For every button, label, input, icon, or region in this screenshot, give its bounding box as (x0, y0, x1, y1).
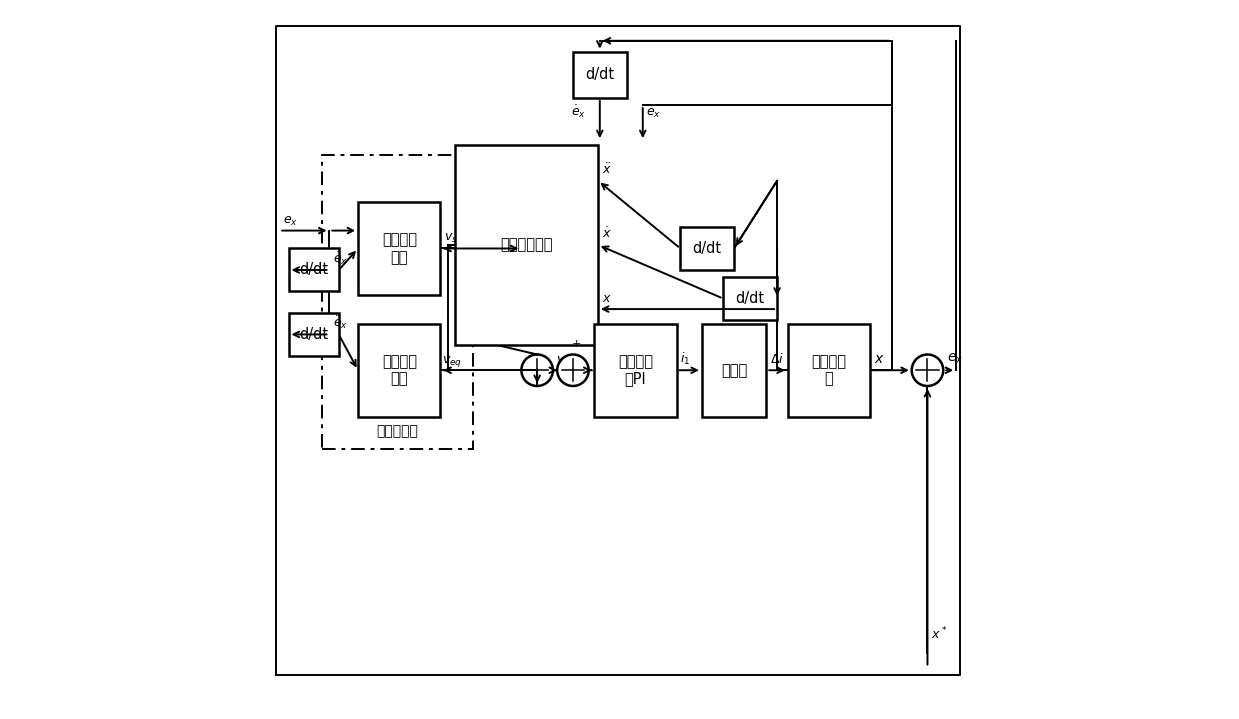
Bar (289, 249, 338, 291)
Text: 等效控制
模块: 等效控制 模块 (382, 354, 416, 386)
Text: 滑模控制器: 滑模控制器 (377, 424, 419, 439)
Text: d/dt: d/dt (736, 291, 764, 306)
Text: $e_x$: $e_x$ (647, 107, 662, 120)
Text: $i_1$: $i_1$ (680, 351, 690, 367)
Text: $v_s$: $v_s$ (444, 232, 457, 245)
Bar (595, 324, 676, 417)
Text: d/dt: d/dt (693, 241, 722, 256)
Bar (289, 313, 338, 356)
Bar (724, 277, 777, 320)
Text: d/dt: d/dt (299, 262, 328, 278)
Text: $\dot{e}_x$: $\dot{e}_x$ (333, 250, 348, 267)
Text: $v$: $v$ (556, 353, 565, 366)
Bar (788, 324, 870, 417)
Text: $x$: $x$ (873, 352, 885, 366)
Text: $e_x$: $e_x$ (947, 352, 963, 366)
Text: 切换控制
模块: 切换控制 模块 (382, 232, 416, 265)
Text: 模糊神经网络: 模糊神经网络 (501, 237, 553, 252)
Text: $\Delta i$: $\Delta i$ (769, 352, 784, 366)
Bar (358, 202, 440, 295)
Text: d/dt: d/dt (585, 68, 615, 82)
Text: d/dt: d/dt (299, 327, 328, 342)
Text: $e_x$: $e_x$ (282, 214, 297, 227)
Text: 斩波器: 斩波器 (721, 363, 747, 377)
Bar (358, 324, 440, 417)
Bar (455, 145, 598, 345)
Text: $+$: $+$ (571, 339, 581, 349)
Text: $x$: $x$ (602, 292, 611, 305)
Bar (680, 227, 733, 270)
Text: $\ddot{e}_x$: $\ddot{e}_x$ (333, 315, 348, 331)
Text: 磁轴承系
统: 磁轴承系 统 (812, 354, 846, 386)
Text: $x^*$: $x^*$ (930, 626, 948, 642)
Text: $\ddot{x}$: $\ddot{x}$ (602, 162, 611, 177)
Text: $v_{eq}$: $v_{eq}$ (442, 354, 462, 369)
Text: 电流控制
器PI: 电流控制 器PI (618, 354, 653, 386)
Bar (701, 324, 767, 417)
Text: $\dot{x}$: $\dot{x}$ (602, 226, 611, 241)
Bar (322, 155, 472, 449)
Text: $\dot{e}_x$: $\dot{e}_x$ (571, 104, 586, 120)
Bar (572, 52, 627, 98)
